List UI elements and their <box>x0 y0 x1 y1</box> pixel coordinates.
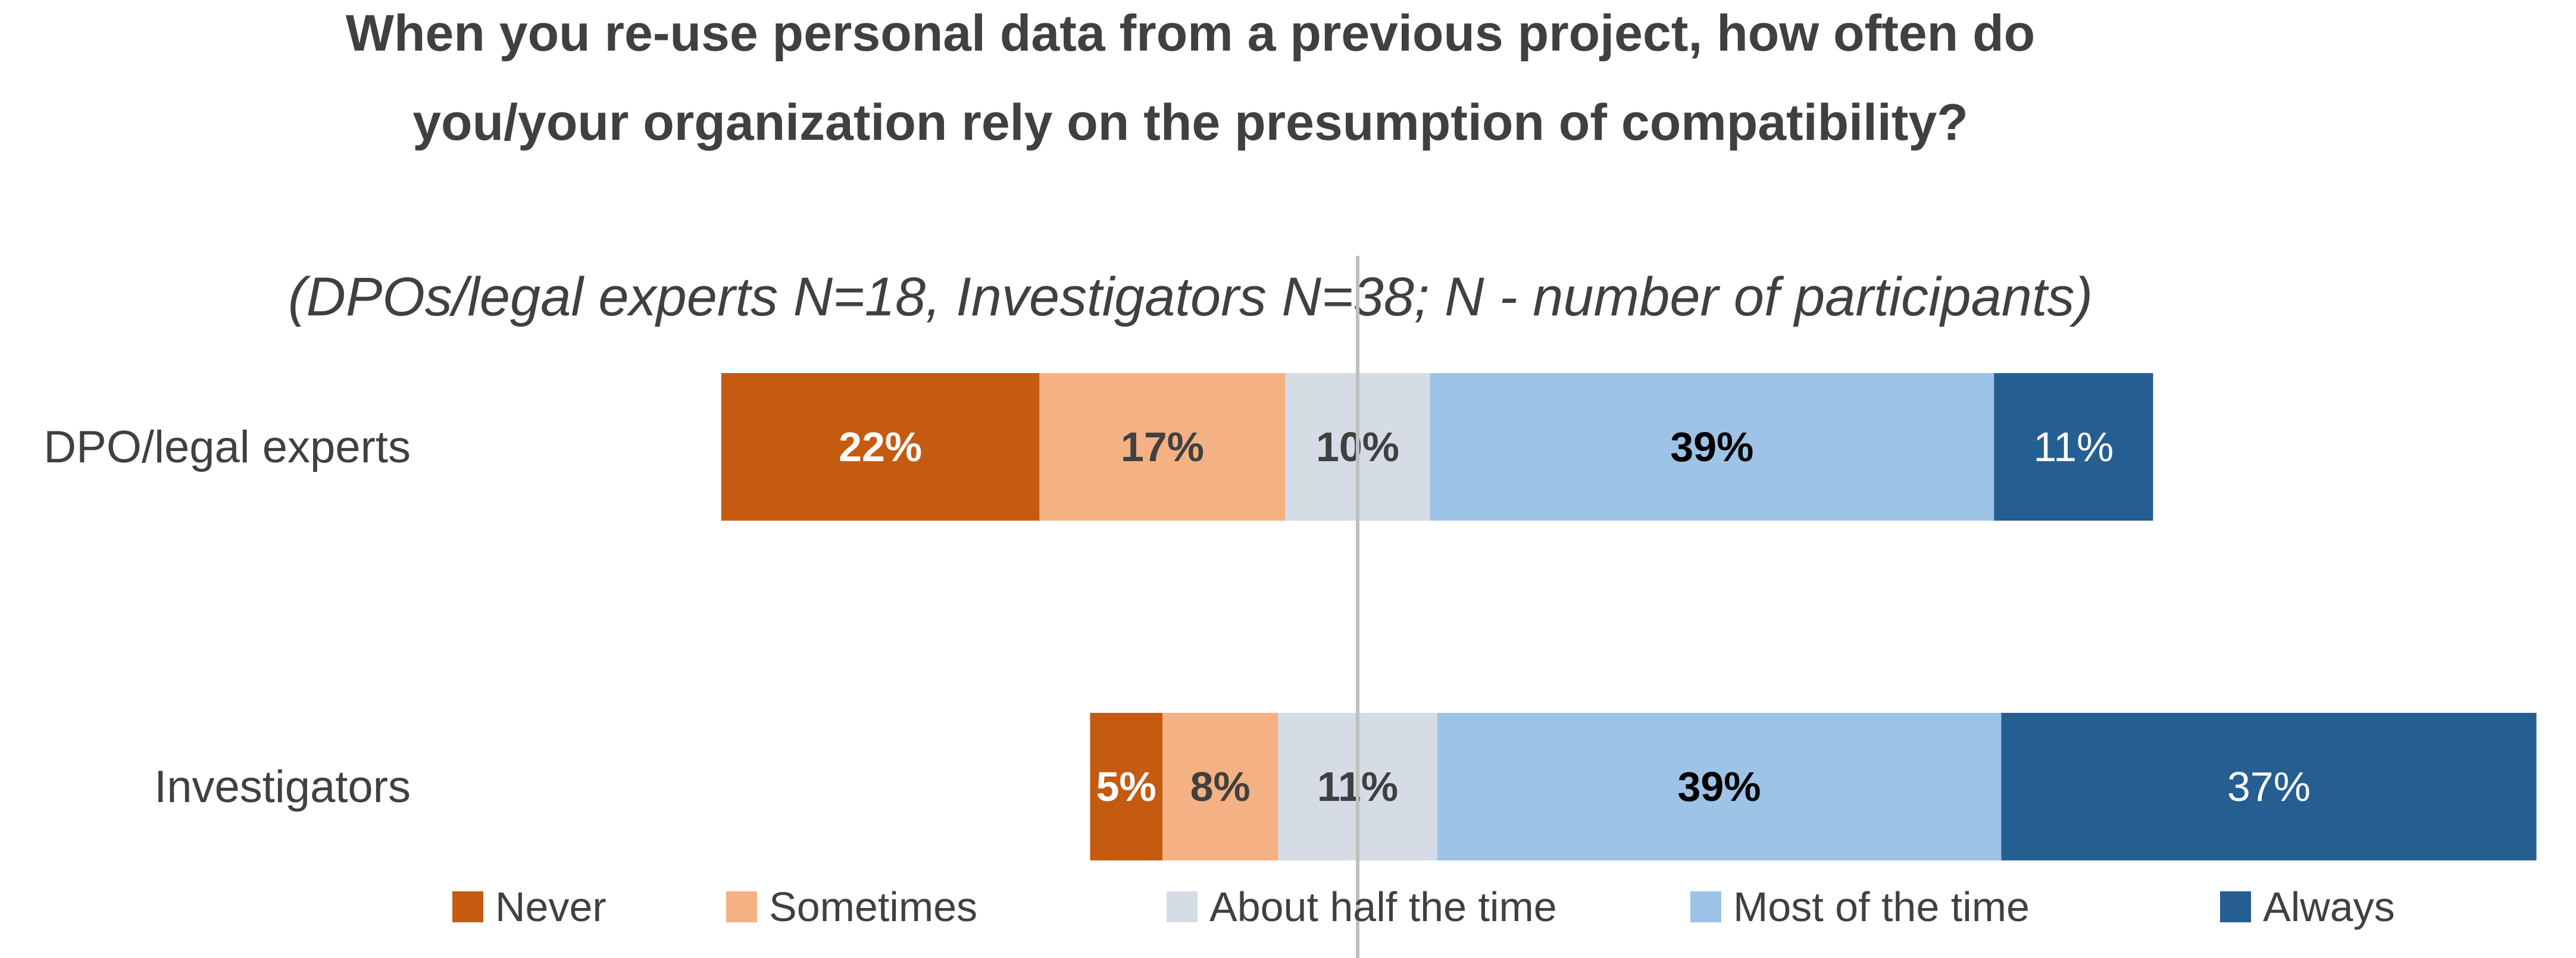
data-label: 11% <box>2033 424 2114 470</box>
bar-segment <box>721 373 1040 521</box>
chart-title: When you re-use personal data from a pre… <box>346 5 2035 151</box>
bar-segment <box>1039 373 1286 521</box>
legend-swatch <box>1690 891 1721 922</box>
chart-title-line: When you re-use personal data from a pre… <box>346 5 2035 62</box>
data-label: 22% <box>839 424 922 470</box>
chart-subtitle: (DPOs/legal experts N=18, Investigators … <box>288 267 2093 327</box>
legend-swatch <box>1167 891 1198 922</box>
legend-swatch <box>452 891 483 922</box>
legend-label: Always <box>2263 884 2395 930</box>
data-label: 8% <box>1190 763 1251 810</box>
legend-swatch <box>2220 891 2251 922</box>
category-label: Investigators <box>154 762 411 812</box>
legend-swatch <box>726 891 757 922</box>
legend: Never Sometimes About half the time Most of… <box>452 884 2395 930</box>
legend-label: Never <box>495 884 607 930</box>
data-label: 5% <box>1096 763 1156 810</box>
chart-title-line: you/your organization rely on the presum… <box>412 94 1968 151</box>
bar-segment <box>1090 713 1162 860</box>
legend-label: About half the time <box>1209 884 1557 930</box>
legend-label: Most of the time <box>1733 884 2030 930</box>
data-label: 39% <box>1677 763 1761 810</box>
data-label: 37% <box>2227 763 2311 810</box>
bar-segment <box>1162 713 1278 860</box>
bar-segment <box>1994 373 2153 521</box>
bar-segment <box>2001 713 2537 860</box>
legend-label: Sometimes <box>769 884 977 930</box>
bars: DPO/legal experts 22% 17% 10% 39% 11%Investig… <box>43 373 2537 860</box>
category-label: DPO/legal experts <box>43 422 411 472</box>
bar-segment <box>1437 713 2002 860</box>
data-label: 17% <box>1121 424 1204 470</box>
data-label: 39% <box>1670 424 1753 470</box>
bar-segment <box>1430 373 1994 521</box>
